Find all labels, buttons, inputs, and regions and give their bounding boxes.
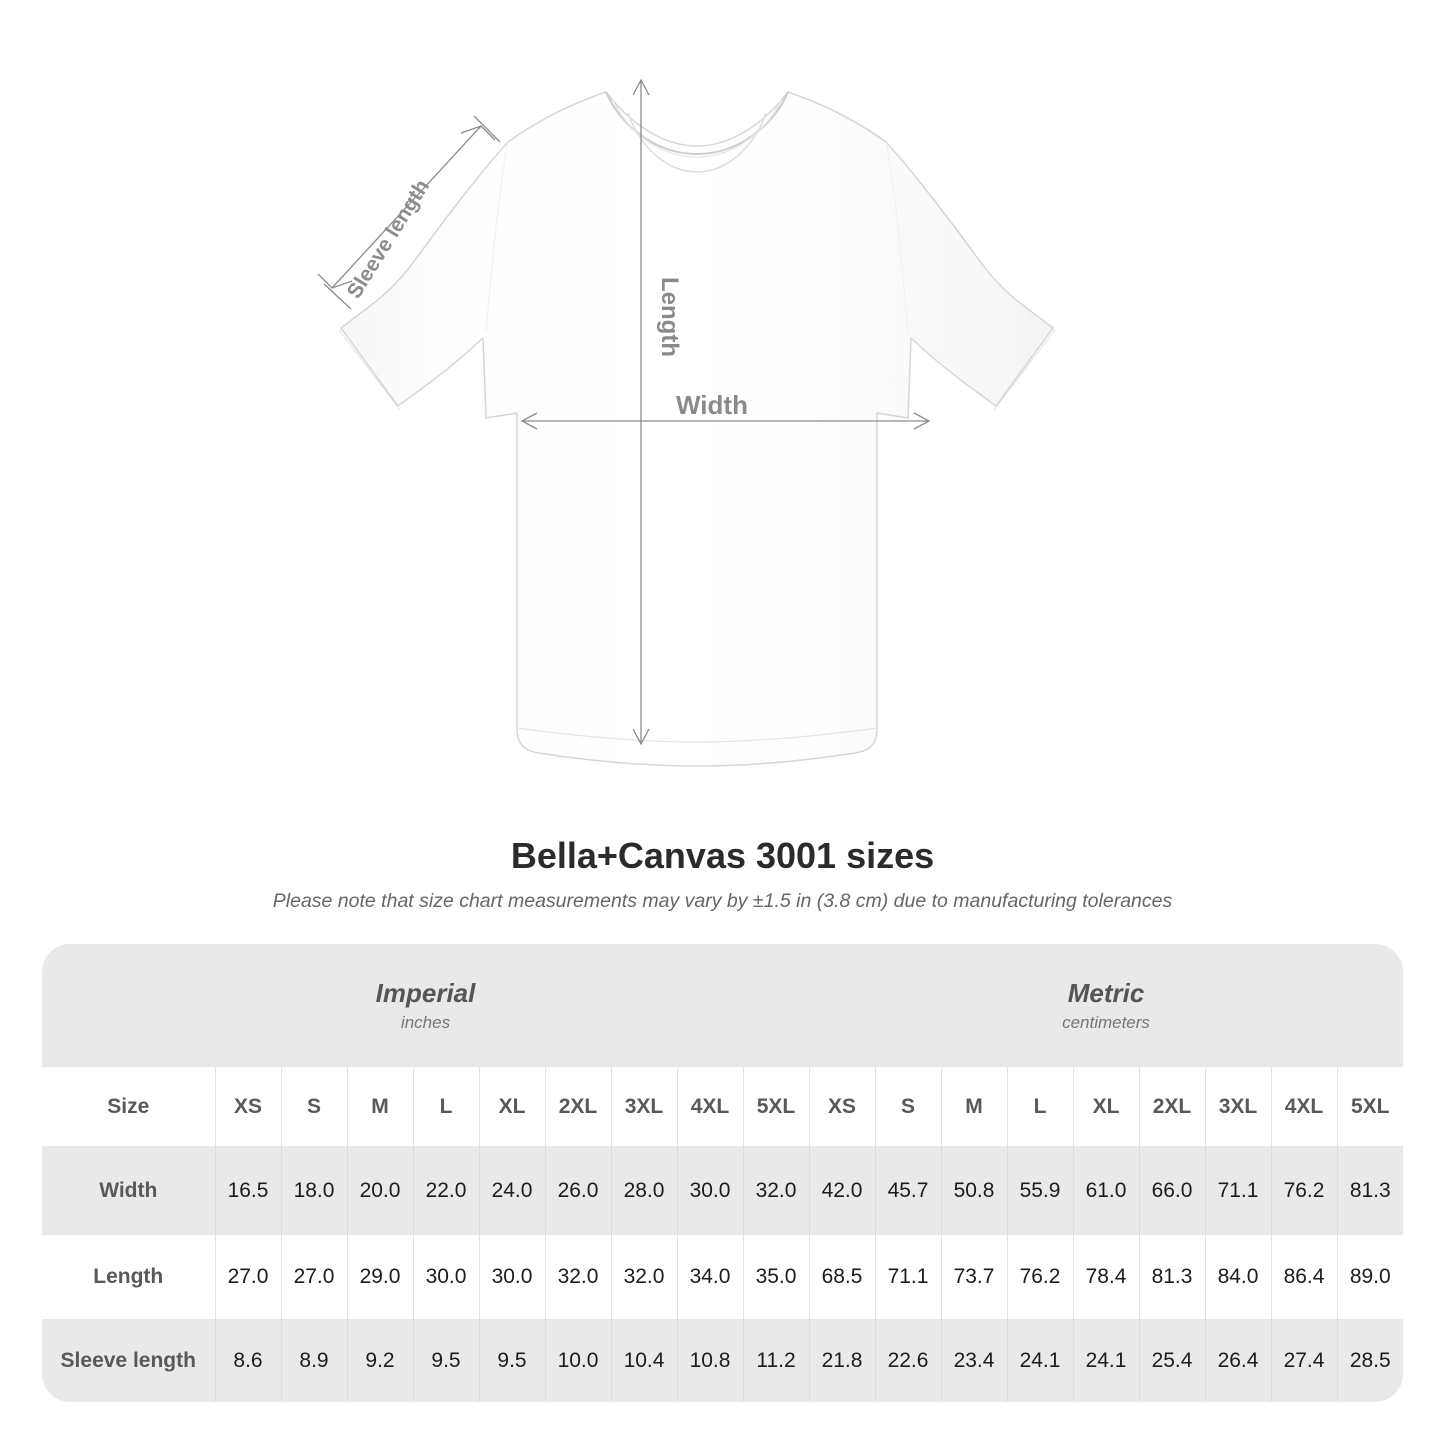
- svg-text:Width: Width: [676, 390, 748, 420]
- svg-text:Length: Length: [656, 277, 683, 357]
